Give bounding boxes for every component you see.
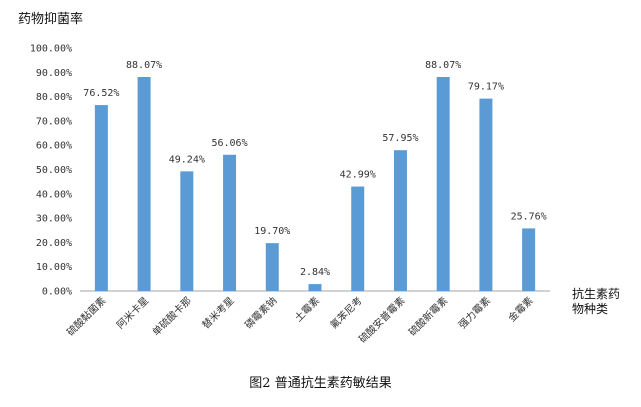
y-axis-ticks: 0.00% 10.00% 20.00% 30.00% 40.00% 50.00% 60.00… xyxy=(30,44,72,298)
data-label: 56.06% xyxy=(211,138,247,149)
category-label: 替米考星 xyxy=(199,294,236,331)
y-tick-label: 100.00% xyxy=(30,44,72,55)
y-axis-title: 药物抑菌率 xyxy=(18,11,83,27)
category-label: 硫酸新霉素 xyxy=(406,294,451,339)
category-label: 单硫酸卡那 xyxy=(149,294,194,339)
bar xyxy=(351,186,365,291)
category-label: 硫酸黏菌素 xyxy=(64,294,109,339)
category-label: 土霉素 xyxy=(292,294,322,324)
bars xyxy=(94,76,536,291)
x-axis-title-line-2: 物种类 xyxy=(572,302,608,316)
y-tick-label: 60.00% xyxy=(36,141,72,152)
data-label: 2.84% xyxy=(300,267,330,278)
bar xyxy=(436,76,450,291)
data-label: 76.52% xyxy=(83,88,119,99)
y-tick-label: 20.00% xyxy=(36,238,72,249)
category-label: 金霉素 xyxy=(505,294,535,324)
x-axis-title-line-1: 抗生素药 xyxy=(572,286,620,301)
bar-chart: 药物抑菌率 0.00% 10.00% 20.00% 30.00% 40.00% 50.00… xyxy=(18,11,620,346)
bar xyxy=(180,171,194,291)
bar xyxy=(522,228,536,291)
y-tick-label: 90.00% xyxy=(36,68,72,79)
data-label: 25.76% xyxy=(511,211,547,222)
y-tick-label: 10.00% xyxy=(36,262,72,273)
y-tick-label: 50.00% xyxy=(36,165,72,176)
category-label: 强力霉素 xyxy=(456,294,493,331)
bar xyxy=(393,150,407,291)
bar xyxy=(94,105,108,291)
y-tick-label: 0.00% xyxy=(42,287,72,298)
y-tick-label: 40.00% xyxy=(36,189,72,200)
data-labels: 76.52% 88.07% 49.24% 56.06% 19.70% 2.84% 42.99… xyxy=(83,60,546,278)
category-label: 氟苯尼考 xyxy=(327,294,364,331)
y-tick-label: 30.00% xyxy=(36,214,72,225)
bar xyxy=(265,243,279,291)
data-label: 79.17% xyxy=(468,82,504,93)
bar xyxy=(223,154,237,291)
data-label: 49.24% xyxy=(169,154,205,165)
y-tick-label: 80.00% xyxy=(36,92,72,103)
data-label: 88.07% xyxy=(126,60,162,71)
bar xyxy=(308,284,322,291)
figure-caption: 图2 普通抗生素药敏结果 xyxy=(249,376,392,391)
data-label: 42.99% xyxy=(340,170,376,181)
data-label: 57.95% xyxy=(382,133,418,144)
category-label: 阿米卡星 xyxy=(114,294,151,331)
data-label: 19.70% xyxy=(254,226,290,237)
bar xyxy=(479,98,493,291)
bar xyxy=(137,76,151,291)
y-tick-label: 70.00% xyxy=(36,116,72,127)
data-label: 88.07% xyxy=(425,60,461,71)
category-label: 磷霉素钠 xyxy=(242,294,279,331)
category-label: 硫酸安普霉素 xyxy=(356,294,408,346)
